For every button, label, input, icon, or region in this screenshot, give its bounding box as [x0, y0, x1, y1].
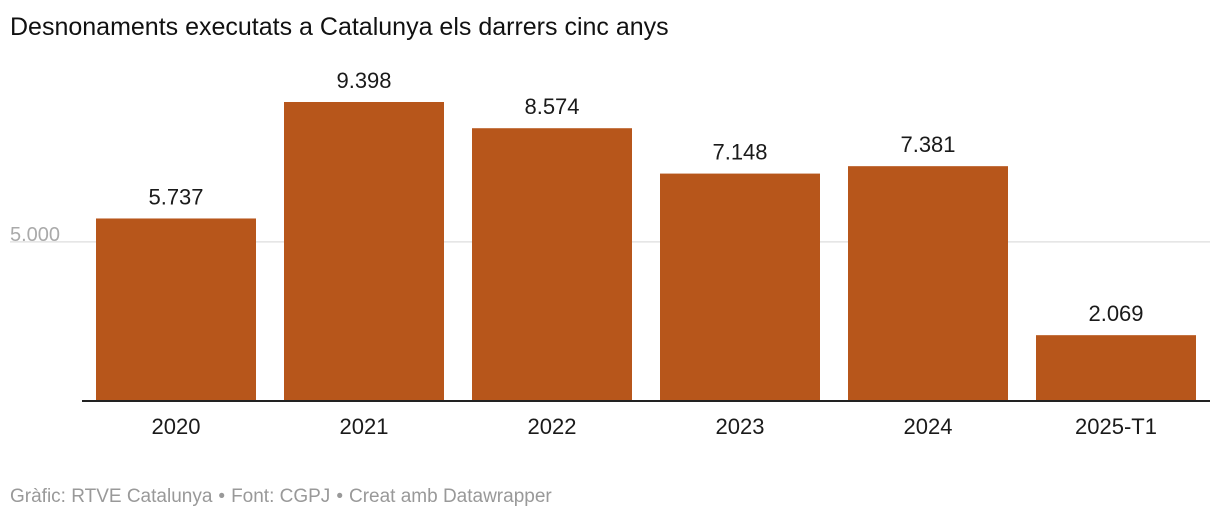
- footer-separator: •: [336, 486, 343, 507]
- value-label: 8.574: [524, 94, 579, 119]
- value-label: 7.148: [712, 140, 767, 165]
- footer-source: Font: CGPJ: [231, 486, 331, 507]
- x-tick-label: 2023: [716, 414, 765, 439]
- x-tick-label: 2021: [340, 414, 389, 439]
- x-axis-labels: 2020 2021 2022 2023 2024 2025-T1: [152, 414, 1157, 439]
- value-label: 5.737: [148, 184, 203, 209]
- bar-2020: [96, 218, 256, 401]
- bar-2024: [848, 166, 1008, 401]
- value-label: 7.381: [900, 132, 955, 157]
- x-tick-label: 2020: [152, 414, 201, 439]
- bar-2022: [472, 128, 632, 401]
- bar-chart: 5.000 5.737 9.398 8.574 7.148 7.381 2.069 202…: [10, 68, 1210, 439]
- x-tick-label: 2025-T1: [1075, 414, 1157, 439]
- bar-2023: [660, 173, 820, 401]
- bar-layer: [96, 102, 1196, 401]
- chart-title: Desnonaments executats a Catalunya els d…: [10, 13, 669, 41]
- x-tick-label: 2024: [904, 414, 953, 439]
- footer-separator: •: [218, 486, 226, 507]
- value-label: 9.398: [336, 68, 391, 93]
- chart-footer: Gràfic: RTVE Catalunya • Font: CGPJ • Creat …: [10, 485, 552, 509]
- value-label: 2.069: [1088, 301, 1143, 326]
- footer-tool: Creat amb Datawrapper: [348, 486, 552, 507]
- y-tick-label: 5.000: [10, 224, 60, 246]
- footer-credit: Gràfic: RTVE Catalunya: [10, 486, 213, 507]
- value-label-layer: 5.737 9.398 8.574 7.148 7.381 2.069: [148, 68, 1143, 326]
- bar-2025-T1: [1036, 335, 1196, 401]
- x-tick-label: 2022: [528, 414, 577, 439]
- bar-2021: [284, 102, 444, 401]
